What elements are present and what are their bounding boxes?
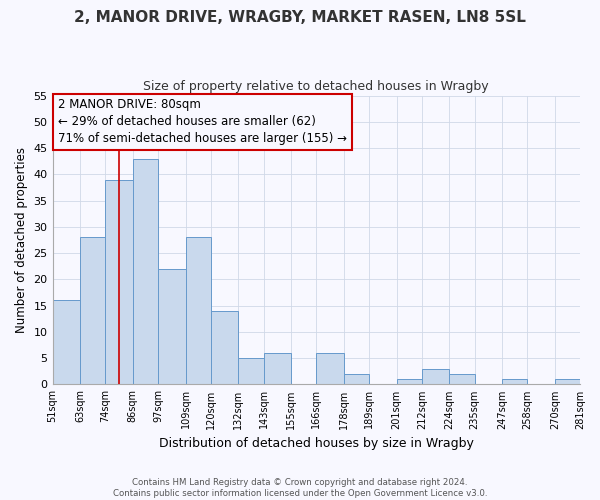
Bar — [133, 158, 158, 384]
Text: Contains HM Land Registry data © Crown copyright and database right 2024.
Contai: Contains HM Land Registry data © Crown c… — [113, 478, 487, 498]
Bar — [80, 238, 105, 384]
Title: Size of property relative to detached houses in Wragby: Size of property relative to detached ho… — [143, 80, 489, 93]
Bar — [263, 353, 291, 384]
Bar — [316, 353, 344, 384]
Text: 2, MANOR DRIVE, WRAGBY, MARKET RASEN, LN8 5SL: 2, MANOR DRIVE, WRAGBY, MARKET RASEN, LN… — [74, 10, 526, 25]
X-axis label: Distribution of detached houses by size in Wragby: Distribution of detached houses by size … — [159, 437, 474, 450]
Text: 2 MANOR DRIVE: 80sqm
← 29% of detached houses are smaller (62)
71% of semi-detac: 2 MANOR DRIVE: 80sqm ← 29% of detached h… — [58, 98, 347, 146]
Bar — [211, 311, 238, 384]
Bar — [449, 374, 475, 384]
Bar — [53, 300, 80, 384]
Bar — [344, 374, 369, 384]
Bar — [555, 379, 580, 384]
Bar — [158, 269, 185, 384]
Bar — [502, 379, 527, 384]
Bar — [422, 368, 449, 384]
Bar — [397, 379, 422, 384]
Bar — [238, 358, 263, 384]
Y-axis label: Number of detached properties: Number of detached properties — [15, 147, 28, 333]
Bar — [105, 180, 133, 384]
Bar — [185, 238, 211, 384]
